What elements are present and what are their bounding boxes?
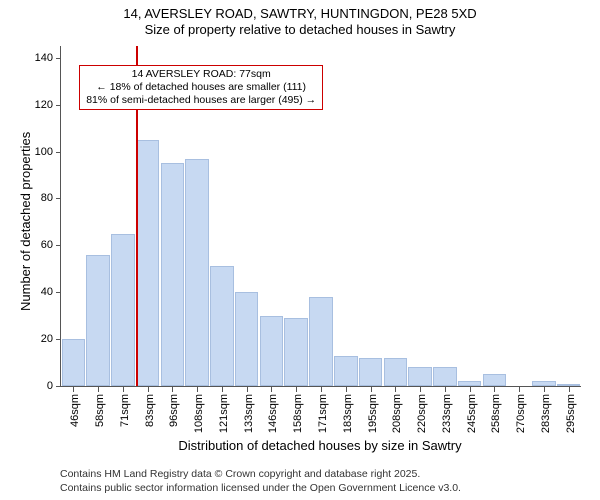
y-tick-mark: [56, 152, 61, 153]
x-tick-label: 258sqm: [490, 394, 502, 433]
y-tick-mark: [56, 339, 61, 340]
title-block: 14, AVERSLEY ROAD, SAWTRY, HUNTINGDON, P…: [0, 0, 600, 39]
x-tick-label: 83sqm: [144, 394, 156, 427]
y-tick-label: 40: [41, 286, 53, 298]
x-tick-mark: [271, 386, 272, 392]
x-tick-label: 121sqm: [218, 394, 230, 433]
chart-subtitle: Size of property relative to detached ho…: [0, 22, 600, 38]
histogram-bar: [185, 159, 209, 386]
x-tick-mark: [98, 386, 99, 392]
histogram-bar: [86, 255, 110, 386]
x-tick-mark: [222, 386, 223, 392]
x-tick-label: 295sqm: [565, 394, 577, 433]
x-tick-label: 71sqm: [119, 394, 131, 427]
y-tick-label: 120: [35, 99, 53, 111]
footer-line-2: Contains public sector information licen…: [60, 482, 461, 496]
histogram-bar: [334, 356, 358, 386]
annotation-box: 14 AVERSLEY ROAD: 77sqm← 18% of detached…: [79, 65, 323, 110]
x-tick-label: 270sqm: [515, 394, 527, 433]
y-axis-label: Number of detached properties: [18, 132, 33, 311]
histogram-bar: [384, 358, 408, 386]
x-tick-mark: [569, 386, 570, 392]
x-tick-label: 220sqm: [416, 394, 428, 433]
x-axis-label: Distribution of detached houses by size …: [60, 438, 580, 453]
x-tick-label: 183sqm: [342, 394, 354, 433]
y-tick-mark: [56, 245, 61, 246]
x-tick-mark: [321, 386, 322, 392]
y-tick-mark: [56, 198, 61, 199]
histogram-bar: [408, 367, 432, 386]
histogram-bar: [111, 234, 135, 386]
histogram-bar: [136, 140, 160, 386]
x-tick-label: 195sqm: [367, 394, 379, 433]
histogram-bar: [210, 266, 234, 386]
chart-title: 14, AVERSLEY ROAD, SAWTRY, HUNTINGDON, P…: [0, 6, 600, 22]
y-tick-label: 100: [35, 146, 53, 158]
x-tick-label: 133sqm: [243, 394, 255, 433]
x-tick-label: 146sqm: [267, 394, 279, 433]
x-tick-mark: [544, 386, 545, 392]
annotation-line: 14 AVERSLEY ROAD: 77sqm: [86, 68, 316, 81]
chart-container: 14, AVERSLEY ROAD, SAWTRY, HUNTINGDON, P…: [0, 0, 600, 500]
x-tick-label: 283sqm: [540, 394, 552, 433]
x-tick-mark: [123, 386, 124, 392]
x-tick-label: 233sqm: [441, 394, 453, 433]
y-tick-label: 0: [47, 380, 53, 392]
x-tick-mark: [445, 386, 446, 392]
histogram-bar: [284, 318, 308, 386]
x-tick-mark: [395, 386, 396, 392]
histogram-bar: [483, 374, 507, 386]
histogram-bar: [235, 292, 259, 386]
y-tick-label: 60: [41, 239, 53, 251]
y-tick-label: 80: [41, 192, 53, 204]
y-tick-mark: [56, 292, 61, 293]
x-tick-label: 158sqm: [292, 394, 304, 433]
annotation-line: 81% of semi-detached houses are larger (…: [86, 94, 316, 107]
histogram-bar: [359, 358, 383, 386]
x-tick-mark: [296, 386, 297, 392]
x-tick-label: 208sqm: [391, 394, 403, 433]
annotation-line: ← 18% of detached houses are smaller (11…: [86, 81, 316, 94]
x-tick-mark: [519, 386, 520, 392]
x-tick-mark: [371, 386, 372, 392]
y-tick-label: 140: [35, 52, 53, 64]
y-tick-mark: [56, 386, 61, 387]
x-tick-label: 58sqm: [94, 394, 106, 427]
x-tick-label: 245sqm: [466, 394, 478, 433]
footer-line-1: Contains HM Land Registry data © Crown c…: [60, 468, 461, 482]
x-tick-mark: [148, 386, 149, 392]
histogram-bar: [161, 163, 185, 386]
x-tick-mark: [346, 386, 347, 392]
x-tick-mark: [172, 386, 173, 392]
y-tick-mark: [56, 105, 61, 106]
x-tick-label: 108sqm: [193, 394, 205, 433]
x-tick-mark: [73, 386, 74, 392]
histogram-bar: [433, 367, 457, 386]
x-tick-mark: [470, 386, 471, 392]
x-tick-label: 171sqm: [317, 394, 329, 433]
x-tick-mark: [197, 386, 198, 392]
x-tick-label: 46sqm: [69, 394, 81, 427]
histogram-bar: [62, 339, 86, 386]
histogram-bar: [260, 316, 284, 386]
plot-area: 02040608010012014046sqm58sqm71sqm83sqm96…: [60, 46, 581, 387]
y-tick-mark: [56, 58, 61, 59]
y-tick-label: 20: [41, 333, 53, 345]
x-tick-mark: [247, 386, 248, 392]
x-tick-label: 96sqm: [168, 394, 180, 427]
x-tick-mark: [420, 386, 421, 392]
histogram-bar: [309, 297, 333, 386]
footer-attribution: Contains HM Land Registry data © Crown c…: [60, 468, 461, 495]
x-tick-mark: [494, 386, 495, 392]
